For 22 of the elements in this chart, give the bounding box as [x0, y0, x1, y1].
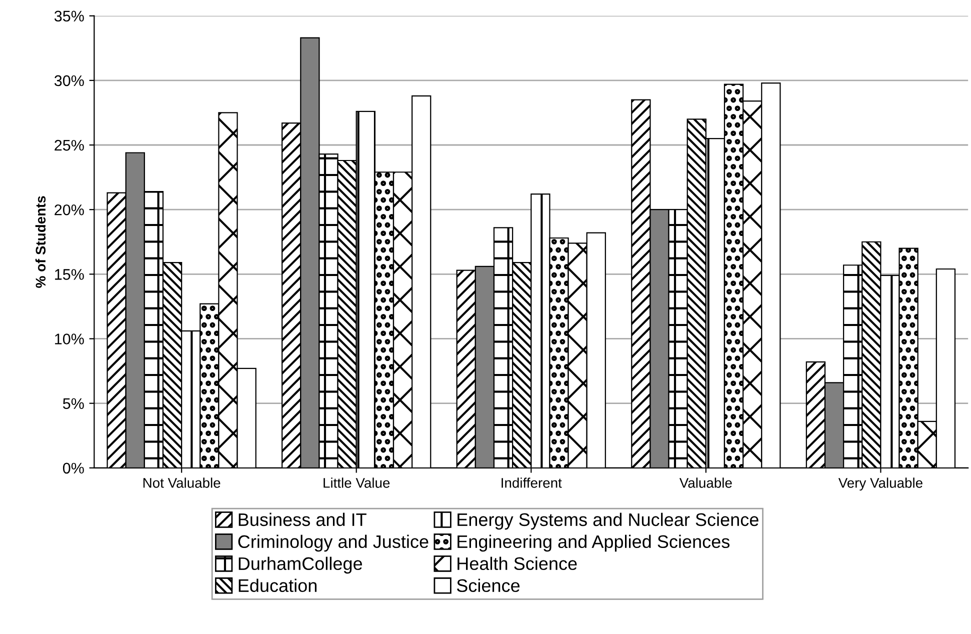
- legend-label: Science: [456, 578, 520, 592]
- y-tick-label: 35%: [54, 10, 84, 22]
- y-axis-title: % of Students: [35, 196, 46, 288]
- y-tick-label: 0%: [62, 462, 84, 474]
- y-tick-label: 10%: [55, 334, 84, 344]
- legend-label: Education: [238, 578, 317, 592]
- y-tick-label: 5%: [62, 398, 84, 409]
- legend-label: Energy Systems and Nuclear Science: [458, 512, 758, 530]
- y-tick-label: 25%: [54, 140, 84, 151]
- y-tick-label: 15%: [55, 269, 84, 280]
- y-tick-label: 20%: [54, 204, 84, 216]
- legend-label: Engineering and Applied Sciences: [458, 534, 730, 552]
- x-tick-label: Not Valuable: [143, 478, 220, 488]
- legend-label: DurhamCollege: [238, 556, 362, 574]
- legend-label: Health Science: [458, 556, 577, 570]
- y-tick-label: 30%: [54, 75, 84, 86]
- x-tick-label: Valuable: [679, 478, 732, 488]
- legend-label: Criminology and Justice: [238, 534, 428, 552]
- x-tick-label: Very Valuable: [838, 478, 922, 491]
- x-tick-label: Little Value: [324, 478, 390, 488]
- legend-label: Business and IT: [238, 512, 366, 526]
- x-tick-label: Indifferent: [502, 478, 562, 488]
